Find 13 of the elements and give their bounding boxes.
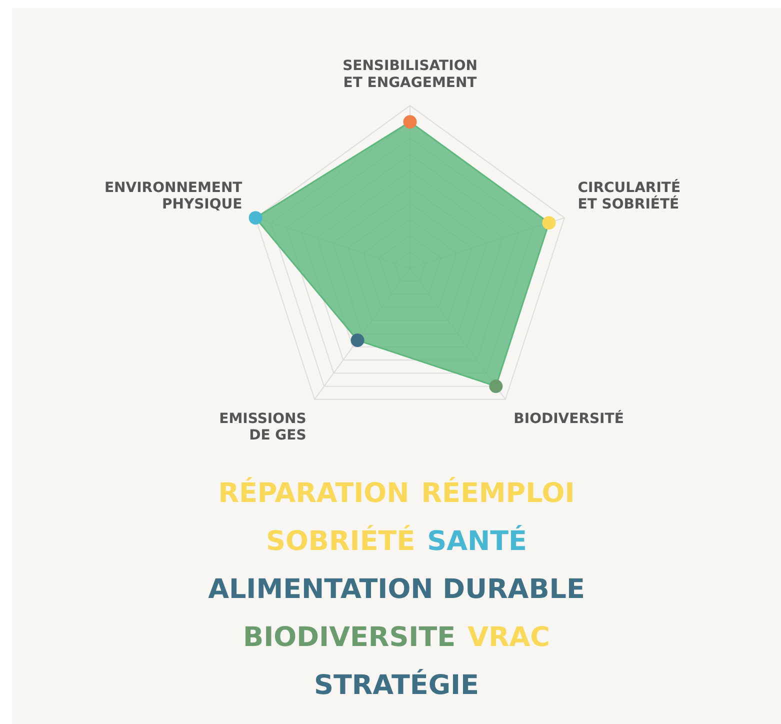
text: BIODIVERSITE [243,622,456,653]
text: STRATÉGIE [314,670,479,701]
spoke-label: ENVIRONNEMENT PHYSIQUE [104,180,243,213]
text: RÉPARATION [218,478,410,509]
spoke-label: SENSIBILISATION ET ENGAGEMENT [342,58,478,91]
text: SANTÉ [427,526,527,557]
text: VRAC [468,622,550,653]
spoke-label: CIRCULARITÉ ET SOBRIÉTÉ [578,178,681,213]
spoke-label: BIODIVERSITÉ [514,410,624,427]
text: RÉEMPLOI [421,478,575,509]
text: ALIMENTATION DURABLE [208,574,585,605]
spoke-label: EMISSIONS DE GES [219,410,306,444]
text: SOBRIÉTÉ [266,526,416,557]
